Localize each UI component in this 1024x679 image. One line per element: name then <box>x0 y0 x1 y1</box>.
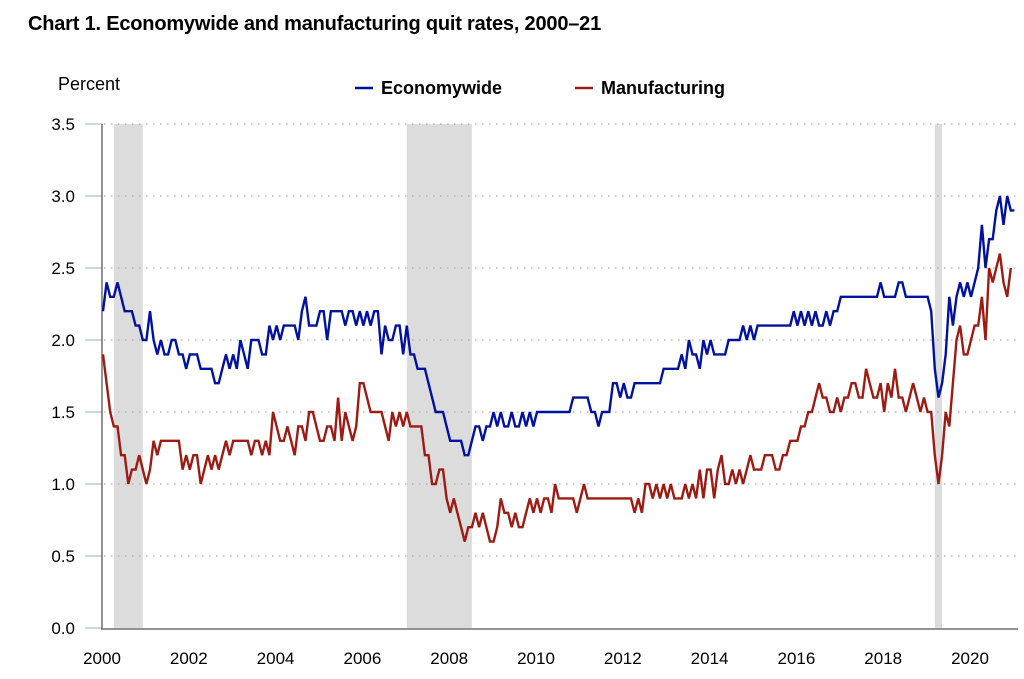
y-tick-label: 0.0 <box>51 619 75 638</box>
x-tick-label: 2000 <box>83 649 121 668</box>
x-axis-ticks: 2000 2002 2004 2006 2008 2010 2012 2014 2016 2018… <box>83 649 989 668</box>
series-line-economywide <box>101 195 1015 457</box>
y-tick-label: 0.5 <box>51 547 75 566</box>
series-lines <box>101 195 1015 543</box>
y-tick-label: 3.0 <box>51 187 75 206</box>
y-tick-label: 1.0 <box>51 475 75 494</box>
legend: Economywide Manufacturing <box>355 78 725 98</box>
y-tick-label: 1.5 <box>51 403 75 422</box>
y-tick-label: 2.5 <box>51 259 75 278</box>
legend-label-economywide: Economywide <box>381 78 502 98</box>
recession-band <box>934 124 943 628</box>
legend-label-manufacturing: Manufacturing <box>601 78 725 98</box>
x-tick-label: 2002 <box>170 649 208 668</box>
chart-title: Chart 1. Economywide and manufacturing q… <box>28 13 602 35</box>
x-tick-label: 2008 <box>430 649 468 668</box>
recession-band <box>406 124 472 628</box>
x-tick-label: 2020 <box>951 649 989 668</box>
x-tick-label: 2006 <box>343 649 381 668</box>
x-tick-label: 2018 <box>864 649 902 668</box>
x-tick-label: 2010 <box>517 649 555 668</box>
x-tick-label: 2012 <box>604 649 642 668</box>
recession-band <box>113 124 143 628</box>
x-tick-label: 2004 <box>257 649 295 668</box>
y-axis-label: Percent <box>58 74 120 94</box>
y-tick-label: 3.5 <box>51 115 75 134</box>
x-tick-label: 2016 <box>777 649 815 668</box>
recession-bands <box>113 124 943 628</box>
y-tick-label: 2.0 <box>51 331 75 350</box>
series-line-manufacturing <box>101 253 1012 543</box>
y-axis-ticks: 0.0 0.5 1.0 1.5 2.0 2.5 3.0 3.5 <box>51 115 102 638</box>
x-tick-label: 2014 <box>691 649 729 668</box>
